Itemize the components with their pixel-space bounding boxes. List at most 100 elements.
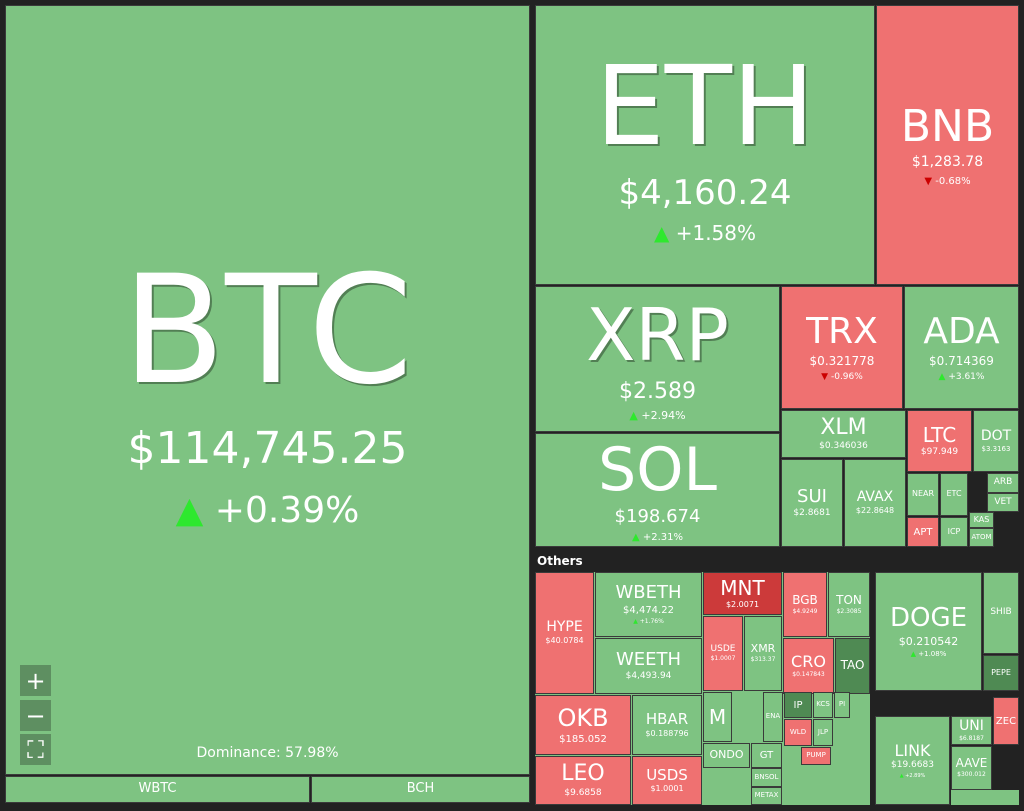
tile[interactable]: TON $2.3085 bbox=[828, 572, 870, 637]
tile-symbol: USDE bbox=[710, 643, 736, 654]
tile[interactable]: ATOM bbox=[969, 528, 994, 547]
tile[interactable]: OKB $185.052 bbox=[535, 695, 631, 755]
tile[interactable]: VET bbox=[987, 493, 1019, 512]
tile-price: $300.012 bbox=[957, 771, 986, 779]
tile[interactable]: IP bbox=[784, 692, 812, 718]
tile[interactable]: WBETH $4,474.22 ▲ +1.76% bbox=[595, 572, 702, 637]
zoom-control[interactable]: ⛶ bbox=[20, 734, 51, 765]
tile-change: ▲ +3.61% bbox=[938, 371, 985, 383]
tile[interactable]: DOT $3.3163 bbox=[973, 410, 1019, 472]
tile-symbol: AVAX bbox=[856, 488, 894, 505]
tile[interactable]: BCH bbox=[311, 776, 530, 803]
tile[interactable]: ETC bbox=[940, 473, 968, 516]
tile[interactable]: AVAX $22.8648 bbox=[844, 459, 906, 547]
tile[interactable]: GT bbox=[751, 743, 782, 768]
tile-symbol: ZEC bbox=[995, 715, 1017, 727]
tile[interactable]: BTC $114,745.25 ▲ +0.39% bbox=[5, 5, 530, 775]
tile-symbol: BGB bbox=[792, 592, 818, 607]
tile-price: $2.8681 bbox=[793, 508, 831, 519]
tile[interactable]: BNB $1,283.78 ▼ -0.68% bbox=[876, 5, 1019, 285]
tile-symbol: PEPE bbox=[991, 667, 1011, 677]
tile[interactable]: USDE $1.0007 bbox=[703, 616, 743, 691]
tile-price: $0.321778 bbox=[809, 354, 875, 368]
tile[interactable]: AAVE $300.012 bbox=[951, 746, 992, 790]
zoom-control[interactable]: + bbox=[20, 665, 51, 696]
tile[interactable]: SHIB bbox=[983, 572, 1019, 654]
tile[interactable]: WBTC bbox=[5, 776, 310, 803]
change-text: +3.61% bbox=[948, 371, 985, 382]
tile-price: $1.0001 bbox=[650, 784, 684, 794]
tile[interactable]: ARB bbox=[987, 473, 1019, 493]
tile-change: ▲ +1.58% bbox=[654, 222, 756, 244]
tile[interactable]: XLM $0.346036 bbox=[781, 410, 906, 458]
change-arrow: ▲ bbox=[653, 221, 676, 246]
tile-symbol: TAO bbox=[840, 658, 865, 673]
tile[interactable]: ONDO bbox=[703, 743, 750, 768]
tile[interactable]: JLP bbox=[813, 719, 833, 746]
tile[interactable]: DOGE $0.210542 ▲ +1.08% bbox=[875, 572, 982, 691]
tile-price: $114,745.25 bbox=[127, 423, 408, 474]
change-text: +1.58% bbox=[675, 221, 757, 246]
tile-symbol: USDS bbox=[646, 765, 688, 784]
tile[interactable]: APT bbox=[907, 517, 939, 547]
tile[interactable]: XMR $313.37 bbox=[744, 616, 782, 691]
tile[interactable]: USDS $1.0001 bbox=[632, 756, 702, 805]
change-text: +2.89% bbox=[905, 772, 926, 779]
others-label: Others bbox=[537, 554, 583, 568]
tile[interactable]: NEAR bbox=[907, 473, 939, 516]
tile[interactable]: KCS bbox=[813, 692, 833, 718]
change-arrow: ▲ bbox=[175, 490, 215, 532]
tile[interactable]: XRP $2.589 ▲ +2.94% bbox=[535, 286, 780, 432]
tile[interactable]: SUI $2.8681 bbox=[781, 459, 843, 547]
tile-symbol: SOL bbox=[598, 434, 717, 505]
tile[interactable]: BGB $4.9249 bbox=[783, 572, 827, 637]
tile[interactable]: ICP bbox=[940, 517, 968, 547]
tile-symbol: ICP bbox=[947, 526, 961, 536]
tile[interactable]: KAS bbox=[969, 512, 994, 528]
tile[interactable]: SOL $198.674 ▲ +2.31% bbox=[535, 433, 780, 547]
tile[interactable]: BNSOL bbox=[751, 768, 782, 787]
tile[interactable]: LEO $9.6858 bbox=[535, 756, 631, 805]
tile[interactable]: MNT $2.0071 bbox=[703, 572, 782, 615]
tile[interactable]: LTC $97.949 bbox=[907, 410, 972, 472]
change-text: +1.08% bbox=[918, 650, 947, 659]
tile[interactable]: ZEC bbox=[993, 697, 1019, 745]
tile-symbol: DOGE bbox=[889, 603, 968, 634]
tile[interactable]: ADA $0.714369 ▲ +3.61% bbox=[904, 286, 1019, 409]
tile[interactable]: LINK $19.6683 ▲ +2.89% bbox=[875, 716, 950, 805]
change-arrow: ▼ bbox=[821, 371, 831, 382]
tile[interactable]: WLD bbox=[784, 719, 812, 746]
tile[interactable]: CRO $0.147843 bbox=[783, 638, 834, 694]
tile-symbol: TON bbox=[836, 592, 862, 607]
zoom-control[interactable]: − bbox=[20, 700, 51, 731]
tile-price: $0.147843 bbox=[792, 671, 825, 679]
change-arrow: ▲ bbox=[631, 532, 643, 544]
tile[interactable]: METAX bbox=[751, 787, 782, 805]
others-bg bbox=[951, 790, 1019, 805]
tile[interactable]: PI bbox=[834, 692, 850, 718]
tile[interactable]: ENA bbox=[763, 692, 783, 742]
tile-symbol: UNI bbox=[959, 717, 984, 734]
tile-symbol: VET bbox=[994, 496, 1012, 507]
change-arrow: ▲ bbox=[629, 409, 642, 423]
tile-symbol: SUI bbox=[797, 486, 827, 508]
tile-symbol: PUMP bbox=[806, 751, 826, 760]
tile-price: $0.188796 bbox=[645, 728, 689, 738]
tile[interactable]: WEETH $4,493.94 bbox=[595, 638, 702, 694]
tile[interactable]: PEPE bbox=[983, 655, 1019, 691]
tile[interactable]: TAO bbox=[835, 638, 870, 694]
tile[interactable]: HYPE $40.0784 bbox=[535, 572, 594, 694]
tile[interactable]: M bbox=[703, 692, 732, 742]
change-arrow: ▲ bbox=[938, 371, 949, 382]
tile[interactable]: ETH $4,160.24 ▲ +1.58% bbox=[535, 5, 875, 285]
tile-change: ▼ -0.96% bbox=[821, 371, 863, 383]
tile-change: ▲ +2.31% bbox=[632, 532, 683, 543]
tile[interactable]: PUMP bbox=[801, 747, 831, 765]
tile[interactable]: UNI $6.8187 bbox=[951, 716, 992, 745]
tile-symbol: XMR bbox=[750, 642, 776, 656]
tile[interactable]: TRX $0.321778 ▼ -0.96% bbox=[781, 286, 903, 409]
tile[interactable]: HBAR $0.188796 bbox=[632, 695, 702, 755]
tile-symbol: XRP bbox=[586, 292, 729, 377]
tile-symbol: KCS bbox=[816, 700, 830, 709]
tile-symbol: ADA bbox=[923, 311, 1000, 353]
